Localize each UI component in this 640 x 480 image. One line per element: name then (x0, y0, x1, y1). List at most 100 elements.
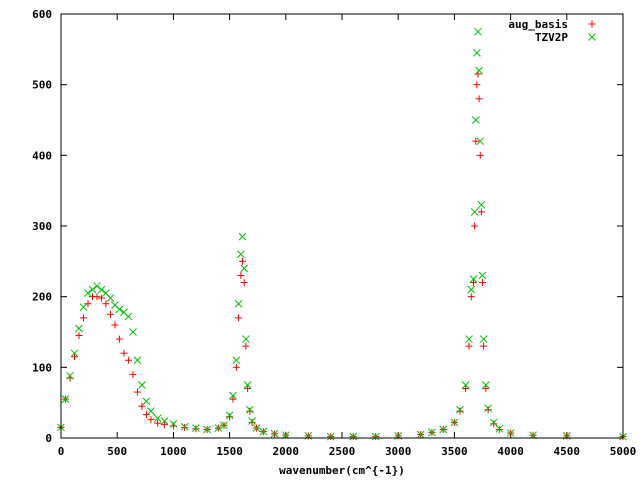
point-aug_basis-64 (477, 208, 485, 216)
x-tick-label-3: 1500 (216, 445, 243, 458)
point-TZV2P-26 (203, 425, 211, 434)
legend-marker-TZV2P (588, 33, 596, 41)
plot-frame (60, 13, 624, 439)
point-TZV2P-55 (465, 335, 473, 343)
point-TZV2P-41 (259, 427, 268, 436)
point-aug_basis-60 (473, 81, 481, 89)
point-TZV2P-19 (142, 397, 151, 406)
point-TZV2P-46 (349, 432, 358, 441)
point-aug_basis-21 (154, 419, 162, 427)
point-aug_basis-32 (235, 314, 243, 322)
point-TZV2P-4 (75, 324, 83, 333)
point-aug_basis-31 (232, 363, 240, 371)
x-tick-label-7: 3500 (441, 445, 468, 458)
point-TZV2P-71 (506, 429, 515, 437)
point-TZV2P-39 (248, 417, 256, 425)
point-aug_basis-55 (465, 342, 473, 350)
point-aug_basis-68 (484, 406, 492, 414)
point-TZV2P-40 (252, 424, 261, 432)
point-aug_basis-9 (97, 294, 105, 302)
point-TZV2P-5 (79, 303, 88, 312)
axis-ticks: 0 500 1000 1500 2000 2500 3000 3500 4000 4500 5000… (32, 8, 636, 458)
y-tick-label-3: 300 (32, 220, 52, 233)
point-TZV2P-52 (450, 418, 459, 427)
point-TZV2P-3 (70, 349, 79, 358)
x-tick-label-0: 0 (58, 445, 65, 458)
point-aug_basis-34 (239, 257, 247, 265)
x-tick-label-10: 5000 (610, 445, 637, 458)
point-aug_basis-17 (133, 388, 141, 396)
point-aug_basis-63 (476, 151, 484, 159)
point-aug_basis-57 (470, 279, 478, 287)
point-TZV2P-15 (124, 312, 133, 321)
point-TZV2P-42 (270, 429, 279, 438)
point-TZV2P-66 (479, 335, 488, 343)
point-TZV2P-17 (133, 356, 142, 365)
point-TZV2P-23 (169, 420, 178, 428)
point-TZV2P-70 (495, 424, 504, 433)
point-TZV2P-54 (461, 381, 470, 389)
point-aug_basis-39 (248, 418, 256, 426)
point-TZV2P-59 (471, 116, 480, 124)
point-TZV2P-31 (232, 356, 241, 365)
x-tick-label-1: 500 (107, 445, 127, 458)
x-tick-label-4: 2000 (273, 445, 300, 458)
point-TZV2P-28 (220, 421, 228, 430)
point-TZV2P-58 (470, 208, 479, 216)
x-tick-label-5: 2500 (329, 445, 356, 458)
point-TZV2P-34 (238, 232, 247, 241)
point-aug_basis-35 (240, 279, 248, 287)
point-aug_basis-4 (75, 332, 83, 340)
point-aug_basis-10 (102, 300, 110, 308)
x-tick-label-2: 1000 (160, 445, 187, 458)
point-aug_basis-18 (138, 402, 146, 410)
point-aug_basis-11 (106, 310, 114, 318)
x-tick-label-6: 3000 (385, 445, 412, 458)
point-TZV2P-2 (66, 371, 74, 380)
point-TZV2P-32 (234, 299, 243, 308)
point-TZV2P-38 (245, 405, 254, 414)
point-TZV2P-62 (475, 66, 483, 75)
point-TZV2P-35 (240, 264, 249, 273)
point-TZV2P-21 (153, 414, 162, 423)
y-tick-label-6: 600 (32, 8, 52, 21)
point-aug_basis-29 (226, 413, 234, 421)
point-TZV2P-67 (482, 381, 490, 389)
series-TZV2P (57, 27, 627, 441)
point-TZV2P-37 (243, 381, 252, 389)
point-TZV2P-51 (439, 425, 448, 434)
y-tick-label-2: 200 (32, 291, 52, 304)
point-aug_basis-58 (471, 222, 479, 230)
x-tick-label-9: 4500 (554, 445, 581, 458)
point-aug_basis-65 (479, 279, 486, 287)
x-axis-label: wavenumber(cm^{-1}) (279, 464, 405, 477)
point-aug_basis-59 (472, 137, 480, 145)
legend-marker-aug_basis (588, 20, 596, 28)
point-aug_basis-30 (229, 395, 237, 403)
point-TZV2P-13 (115, 305, 124, 314)
point-TZV2P-69 (489, 418, 498, 427)
point-aug_basis-8 (93, 293, 101, 301)
y-tick-label-4: 400 (32, 149, 52, 162)
point-aug_basis-69 (490, 420, 498, 428)
point-TZV2P-64 (477, 200, 486, 209)
point-TZV2P-6 (84, 289, 92, 297)
y-tick-label-1: 100 (32, 361, 52, 374)
point-aug_basis-5 (79, 314, 87, 322)
point-TZV2P-68 (484, 404, 492, 413)
point-TZV2P-36 (242, 335, 250, 343)
data-marks (57, 27, 627, 441)
point-TZV2P-50 (428, 428, 436, 437)
point-TZV2P-57 (469, 275, 478, 283)
point-TZV2P-53 (456, 405, 464, 414)
point-aug_basis-54 (462, 385, 470, 393)
point-aug_basis-16 (129, 370, 137, 378)
point-TZV2P-11 (106, 294, 115, 302)
point-aug_basis-66 (480, 342, 488, 350)
point-aug_basis-20 (147, 416, 155, 424)
point-TZV2P-45 (326, 432, 335, 441)
x-tick-label-8: 4000 (497, 445, 524, 458)
point-aug_basis-14 (120, 349, 128, 357)
